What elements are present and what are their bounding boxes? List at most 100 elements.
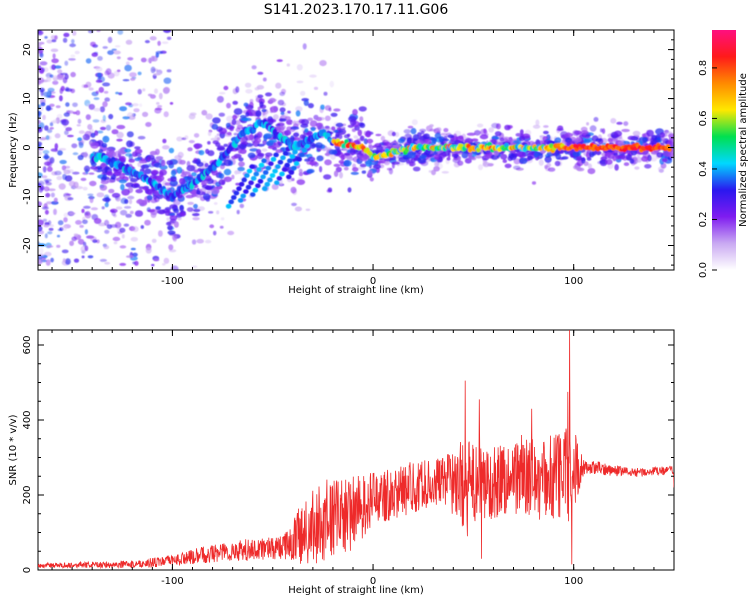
heat-blob xyxy=(71,236,77,242)
heat-blob xyxy=(128,199,133,205)
heat-blob xyxy=(83,205,91,209)
heat-blob xyxy=(480,128,488,136)
heat-blob xyxy=(127,57,134,61)
heat-blob xyxy=(108,188,115,194)
heat-blob xyxy=(61,249,69,254)
heat-blob xyxy=(193,203,198,209)
heat-blob xyxy=(56,234,61,238)
heat-blob xyxy=(205,175,212,182)
heat-blob xyxy=(53,197,58,203)
heat-blob xyxy=(145,122,152,127)
heat-blob xyxy=(118,179,127,184)
x-tick-label: -100 xyxy=(161,276,184,287)
heat-blob xyxy=(109,224,118,228)
heat-blob xyxy=(100,180,109,185)
heat-blob xyxy=(158,92,163,100)
heat-blob xyxy=(281,167,288,173)
heat-blob xyxy=(279,91,286,96)
heat-blob xyxy=(46,166,53,172)
heat-blob xyxy=(256,85,265,90)
heat-blob xyxy=(292,149,298,155)
heat-blob xyxy=(353,135,359,139)
heat-blob xyxy=(509,153,517,161)
heat-blob xyxy=(145,188,153,195)
heat-blob xyxy=(50,48,59,53)
heat-blob xyxy=(104,261,111,265)
heat-blob xyxy=(504,124,511,131)
heat-blob xyxy=(146,156,152,162)
heat-blob xyxy=(105,68,112,75)
heat-blob xyxy=(581,157,586,164)
heat-blob xyxy=(166,160,174,166)
heat-blob xyxy=(333,163,341,167)
heat-blob xyxy=(214,135,219,139)
heat-blob xyxy=(403,129,411,134)
heat-blob xyxy=(101,162,106,167)
heat-blob xyxy=(73,233,79,237)
heat-blob xyxy=(134,146,141,150)
heat-blob xyxy=(147,209,156,213)
heat-blob xyxy=(231,155,238,160)
heat-blob xyxy=(72,102,78,108)
heat-blob xyxy=(155,206,162,210)
heat-blob xyxy=(207,131,212,137)
heat-blob xyxy=(150,66,156,74)
heat-blob xyxy=(388,167,393,175)
heat-blob xyxy=(298,168,303,174)
heat-blob xyxy=(662,150,671,157)
heat-blob xyxy=(327,187,333,193)
heat-blob xyxy=(54,143,59,150)
heat-blob xyxy=(600,156,608,161)
heat-blob xyxy=(55,105,61,109)
heat-blob xyxy=(38,182,42,186)
heat-blob xyxy=(555,153,562,160)
heat-blob xyxy=(173,221,179,228)
heat-blob xyxy=(257,178,264,184)
heat-blob xyxy=(43,178,52,182)
heat-blob xyxy=(38,225,43,232)
heat-blob xyxy=(366,138,374,144)
heat-blob xyxy=(117,30,124,35)
heat-blob xyxy=(137,88,142,95)
heat-blob xyxy=(69,240,74,246)
heat-blob xyxy=(72,111,77,115)
heat-blob xyxy=(147,93,153,97)
heat-blob xyxy=(173,208,180,214)
heat-blob xyxy=(296,179,306,186)
heat-blob xyxy=(126,131,134,138)
heat-blob xyxy=(169,215,178,221)
heat-blob xyxy=(296,80,304,84)
heat-blob xyxy=(586,157,592,161)
heat-blob xyxy=(134,148,143,154)
heat-blob xyxy=(455,150,461,155)
heat-blob xyxy=(192,159,201,164)
heat-blob xyxy=(313,86,319,90)
heat-blob xyxy=(286,119,293,125)
heat-blob xyxy=(261,108,267,113)
heat-blob xyxy=(201,184,210,189)
snr-panel: -100 0 100 0 200 400 600 Height of straight li… xyxy=(8,329,675,596)
heat-blob xyxy=(118,155,127,163)
heat-blob xyxy=(72,30,77,36)
heat-blob xyxy=(50,192,55,198)
heat-blob xyxy=(517,151,527,158)
heat-blob xyxy=(407,125,414,129)
heat-blob xyxy=(255,110,262,118)
heat-blob xyxy=(80,177,87,181)
heat-blob xyxy=(237,198,244,203)
heat-blob xyxy=(130,77,136,81)
heat-blob xyxy=(219,91,226,95)
heat-blob xyxy=(589,125,597,132)
heat-blob xyxy=(38,150,42,156)
heat-blob xyxy=(343,166,349,171)
heat-blob xyxy=(107,36,113,44)
heat-blob xyxy=(544,155,552,163)
heat-blob xyxy=(119,245,127,249)
heat-blob xyxy=(44,36,48,39)
heat-blob xyxy=(108,113,114,120)
heat-blob xyxy=(84,245,89,252)
heat-blob xyxy=(384,158,392,162)
heat-blob xyxy=(286,63,290,67)
heat-blob xyxy=(310,127,316,132)
heat-blob xyxy=(84,212,92,219)
